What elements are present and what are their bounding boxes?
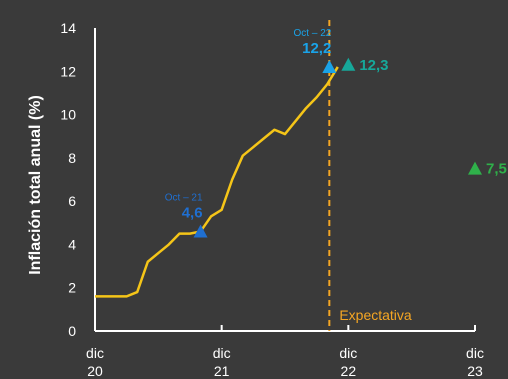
y-axis-label: Inflación total anual (%) (27, 95, 44, 275)
point-value-label: 12,3 (359, 57, 388, 74)
point-value-label: 12,2 (302, 40, 331, 57)
point-marker (322, 59, 337, 73)
x-tick-label-month: dic (86, 345, 104, 361)
x-tick-label-year: 23 (467, 363, 483, 379)
point-value-label: 7,5 (486, 161, 507, 178)
x-tick-label-month: dic (213, 345, 231, 361)
y-tick-label: 0 (68, 323, 76, 339)
x-tick-label-month: dic (466, 345, 484, 361)
expectation-label: Expectativa (339, 307, 412, 323)
point-marker (341, 57, 356, 71)
point-marker (193, 224, 208, 238)
y-tick-label: 14 (60, 20, 76, 36)
y-tick-label: 8 (68, 150, 76, 166)
y-tick-label: 12 (60, 63, 76, 79)
x-tick-label-year: 21 (214, 363, 230, 379)
point-date-label: Oct – 22 (294, 28, 332, 39)
x-tick-label-month: dic (339, 345, 357, 361)
x-tick-label-year: 20 (87, 363, 103, 379)
y-tick-label: 4 (68, 236, 76, 252)
point-date-label: Oct – 21 (165, 192, 203, 203)
point-value-label: 4,6 (182, 204, 203, 221)
inflation-series-line (95, 66, 339, 298)
y-tick-label: 10 (60, 107, 76, 123)
y-tick-label: 6 (68, 193, 76, 209)
x-tick-label-year: 22 (341, 363, 357, 379)
point-marker (468, 161, 482, 175)
y-tick-label: 2 (68, 280, 76, 296)
